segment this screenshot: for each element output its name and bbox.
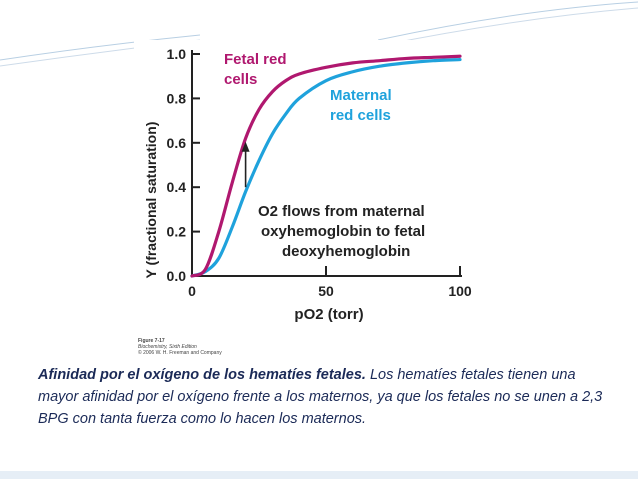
y-tick-label-4: 0.8 xyxy=(167,90,187,106)
legend-fetal-label-line2: cells xyxy=(224,71,257,88)
annotation-line-1: O2 flows from maternal xyxy=(258,203,425,220)
y-tick-label-2: 0.4 xyxy=(167,179,187,195)
y-tick-label-0: 0.0 xyxy=(167,268,187,284)
y-tick-label-3: 0.6 xyxy=(167,135,187,151)
y-axis-label: Y (fractional saturation) xyxy=(143,122,159,279)
figure-credit: Figure 7-17 Biochemistry, Sixth Edition … xyxy=(138,338,222,356)
transfer-arrow-head xyxy=(241,141,250,152)
annotation-line-2: oxyhemoglobin to fetal xyxy=(261,223,425,240)
decorative-lines-right xyxy=(378,1,638,47)
caption: Afinidad por el oxígeno de los hematíes … xyxy=(38,364,604,430)
figure-copyright: © 2006 W. H. Freeman and Company xyxy=(138,350,222,356)
series-fetal-line xyxy=(190,54,462,278)
x-tick-label-2: 100 xyxy=(448,283,472,299)
plot-layer: 0.0 0.2 0.4 0.6 0.8 1.0 0 50 100 xyxy=(167,46,472,299)
bottom-bar xyxy=(0,471,638,479)
saturation-chart: 0.0 0.2 0.4 0.6 0.8 1.0 0 50 100 Y (fractional s… xyxy=(143,46,472,323)
x-tick-label-0: 0 xyxy=(188,283,196,299)
series-maternal-line xyxy=(190,57,462,278)
x-tick-label-1: 50 xyxy=(318,283,334,299)
annotation-line-3: deoxyhemoglobin xyxy=(282,243,410,260)
y-tick-label-5: 1.0 xyxy=(167,46,187,62)
figure-panel: 0.0 0.2 0.4 0.6 0.8 1.0 0 50 100 Y (fractional s… xyxy=(134,40,482,358)
figure-book: Biochemistry, Sixth Edition xyxy=(138,344,197,350)
figure-number: Figure 7-17 xyxy=(138,338,165,344)
legend-maternal-label-line1: Maternal xyxy=(330,87,392,104)
caption-text: Los hematíes fetales tienen una mayor af… xyxy=(38,367,603,427)
y-tick-label-1: 0.2 xyxy=(167,224,187,240)
legend-maternal-label-line2: red cells xyxy=(330,107,391,124)
legend-fetal-label-line1: Fetal red xyxy=(224,51,287,68)
caption-title: Afinidad por el oxígeno de los hematíes … xyxy=(38,367,366,383)
x-axis-label: pO2 (torr) xyxy=(294,306,363,323)
